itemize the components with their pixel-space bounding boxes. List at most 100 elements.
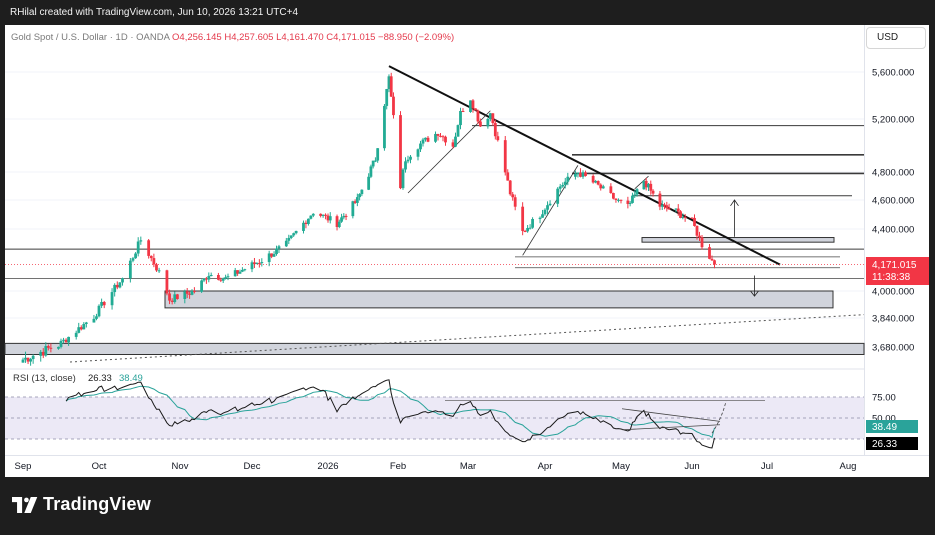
time-tick-jun: Jun	[684, 461, 699, 472]
price-tick-3: 4,600.000	[872, 196, 914, 207]
candle-body	[676, 208, 680, 212]
rsi-tick-1: 50.00	[872, 414, 896, 425]
candle-body	[59, 340, 63, 347]
candle-body	[342, 215, 346, 218]
candle-body	[628, 202, 632, 204]
candle-body	[221, 278, 225, 281]
candle-body	[713, 260, 716, 265]
candle-body	[486, 118, 490, 127]
candle-body	[84, 322, 88, 324]
candle-body	[139, 240, 143, 242]
candle-body	[599, 184, 603, 189]
candle-body	[369, 166, 373, 177]
candle-body	[690, 217, 694, 219]
candle-body	[358, 194, 362, 198]
candle-body	[406, 159, 410, 162]
demand-zone	[164, 290, 834, 309]
candle-body	[190, 291, 194, 295]
candle-body	[243, 269, 247, 271]
candle-body	[511, 194, 515, 198]
candle-body	[29, 359, 32, 362]
candle-body	[389, 76, 393, 97]
candle-body	[436, 133, 440, 136]
rsi-badge	[866, 437, 918, 450]
candle-body	[385, 89, 389, 106]
candle-body	[546, 205, 549, 210]
candle-body	[581, 172, 585, 177]
candle-body	[663, 204, 666, 206]
candle-body	[513, 197, 517, 207]
candle-body	[488, 113, 492, 119]
candle-body	[257, 262, 261, 264]
candle-body	[658, 193, 662, 207]
candle-body	[46, 346, 50, 348]
price-tick-0: 5,600.000	[872, 68, 914, 79]
candle-body	[392, 96, 395, 116]
candle-body	[44, 346, 48, 356]
candle-body	[324, 214, 327, 216]
candle-body	[647, 183, 650, 188]
candle-body	[311, 213, 315, 216]
candle-body	[439, 135, 442, 137]
candle-body	[270, 253, 274, 257]
candle-body	[531, 219, 534, 228]
candle-body	[461, 110, 465, 113]
candle-body	[459, 110, 462, 126]
candle-body	[371, 160, 375, 167]
footer-background	[5, 477, 929, 530]
candle-body	[619, 199, 623, 201]
time-tick-mar: Mar	[460, 461, 476, 472]
candle-body	[679, 211, 682, 219]
candle-body	[541, 214, 544, 218]
candle-body	[404, 161, 407, 170]
rising-line-feb	[407, 110, 491, 194]
candle-body	[21, 359, 25, 363]
candle-body	[700, 237, 704, 248]
candle-body	[95, 316, 98, 319]
candle-body	[134, 253, 137, 259]
candle-body	[469, 100, 472, 113]
candle-body	[217, 274, 220, 280]
candle-body	[584, 172, 587, 176]
candle-body	[77, 327, 81, 333]
candle-body	[543, 209, 547, 215]
candle-body	[503, 140, 507, 173]
symbol-name[interactable]: Gold Spot / U.S. Dollar · 1D · OANDA	[11, 32, 170, 43]
candle-body	[594, 181, 598, 183]
candle-body	[250, 262, 254, 270]
rsi-triangle-upper	[621, 408, 721, 422]
candle-body	[401, 169, 405, 189]
candle-body	[635, 189, 639, 195]
candle-body	[82, 323, 86, 330]
candle-body	[609, 186, 613, 193]
candle-body	[376, 148, 380, 161]
rsi-ma-value: 38.49	[119, 373, 143, 384]
candle-body	[304, 222, 308, 224]
candle-body	[538, 217, 542, 220]
candle-body	[241, 269, 244, 272]
time-tick-oct: Oct	[92, 461, 107, 472]
candle-body	[340, 217, 343, 222]
candle-body	[617, 199, 620, 201]
candle-body	[326, 215, 330, 221]
candle-body	[92, 318, 96, 323]
close-value: C4,171.015	[326, 32, 376, 43]
rsi-line	[65, 379, 715, 449]
price-tick-1: 5,200.000	[872, 115, 914, 126]
candle-body	[528, 227, 532, 229]
currency-button[interactable]: USD	[866, 27, 926, 49]
candle-body	[183, 291, 187, 300]
candle-body	[506, 172, 510, 181]
down-arrow-head	[750, 290, 759, 297]
candle-body	[209, 274, 213, 277]
candles	[21, 72, 716, 366]
tradingview-logo: TradingView	[12, 494, 151, 515]
lower-zone	[4, 342, 865, 355]
last-price-box	[866, 257, 929, 285]
candle-body	[367, 176, 371, 190]
price-tick-7: 3,680.000	[872, 343, 914, 354]
candle-body	[683, 216, 687, 218]
candle-body	[168, 293, 171, 301]
candle-body	[185, 291, 189, 294]
